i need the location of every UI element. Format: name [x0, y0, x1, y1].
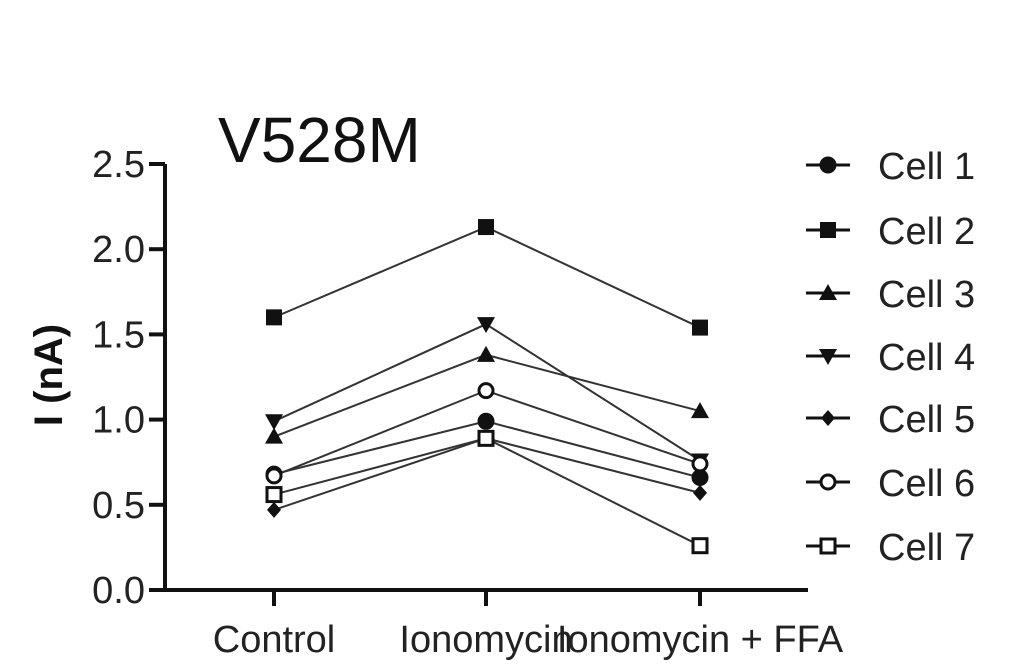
data-point — [691, 455, 709, 473]
x-tick-label: Ionomycin — [399, 619, 572, 661]
legend-label: Cell 7 — [878, 527, 975, 569]
y-tick-label: 2.5 — [92, 144, 145, 186]
legend-label: Cell 5 — [878, 399, 975, 441]
legend-label: Cell 2 — [878, 211, 975, 253]
y-tick-label: 1.5 — [92, 314, 145, 356]
data-point — [267, 501, 281, 518]
data-point — [478, 219, 494, 236]
data-point — [265, 467, 283, 485]
y-tick-label: 0.5 — [92, 485, 145, 527]
data-point — [477, 345, 495, 362]
data-point — [265, 486, 283, 504]
data-point — [265, 414, 283, 431]
legend-label: Cell 6 — [878, 463, 975, 505]
legend-label: Cell 3 — [878, 274, 975, 316]
legend-marker — [821, 410, 835, 426]
data-point — [266, 309, 282, 326]
legend-label: Cell 1 — [878, 146, 975, 188]
data-point — [691, 402, 709, 419]
x-tick-label: Control — [213, 619, 336, 661]
legend-marker — [819, 473, 837, 491]
series-line — [273, 225, 701, 329]
y-tick-label: 2.0 — [92, 229, 145, 271]
chart-title: V528M — [218, 104, 421, 176]
series-points — [265, 219, 709, 555]
data-point — [691, 537, 709, 555]
y-tick-label: 1.0 — [92, 400, 145, 442]
axes: 0.0 0.5 1.0 1.5 2.0 2.5 Control IonomycinIonomy… — [92, 144, 844, 661]
legend-marker — [820, 222, 836, 238]
data-point — [692, 319, 708, 336]
data-point — [265, 427, 283, 444]
legend-label: Cell 4 — [878, 337, 975, 379]
data-point — [477, 382, 495, 400]
data-point — [477, 429, 495, 447]
legend-marker — [819, 156, 837, 174]
data-point — [693, 484, 707, 501]
legend-marker — [819, 537, 837, 555]
x-tick-label: Ionomycin + FFA — [557, 619, 844, 661]
legend: Cell 1 Cell 2 Cell 3 Cell 4 Cell 5 Cell 6 Cell… — [806, 146, 975, 569]
data-point — [477, 317, 495, 334]
legend-marker — [819, 349, 837, 365]
legend-marker — [819, 284, 837, 300]
y-axis-label: I (nA) — [27, 324, 71, 426]
y-tick-label: 0.0 — [92, 570, 145, 612]
series-line — [273, 437, 701, 547]
data-point — [477, 412, 495, 430]
